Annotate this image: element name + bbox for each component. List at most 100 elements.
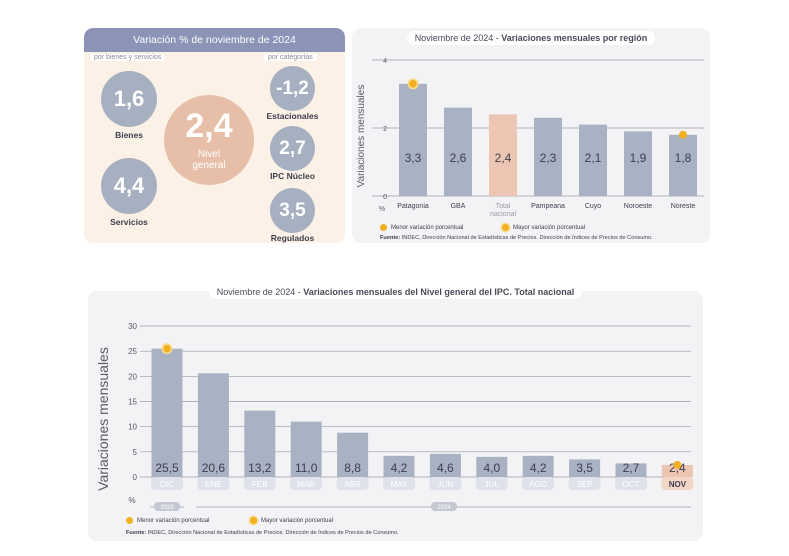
y-tick-label: 15 bbox=[128, 398, 137, 407]
menor-dot-icon bbox=[126, 517, 133, 524]
value-label: 4,2 bbox=[530, 461, 547, 475]
category-label: SEP bbox=[577, 480, 593, 489]
bienes-label: Bienes bbox=[115, 130, 143, 140]
y-tick-label: 30 bbox=[128, 322, 137, 331]
bar bbox=[489, 114, 517, 196]
mayor-ring-icon bbox=[502, 224, 509, 231]
category-label: GBA bbox=[451, 203, 466, 210]
category-pill bbox=[151, 477, 183, 490]
category-pill bbox=[522, 477, 555, 490]
min-marker bbox=[679, 130, 687, 139]
category-pill bbox=[429, 477, 462, 490]
value-label: 4,2 bbox=[391, 461, 408, 475]
y-tick-label: 20 bbox=[128, 372, 137, 381]
category-pill bbox=[661, 477, 694, 490]
bienes-circle: 1,6 bbox=[101, 71, 157, 127]
value-label: 1,9 bbox=[630, 151, 647, 165]
y-tick-label: 2 bbox=[383, 126, 387, 133]
category-pill bbox=[243, 477, 276, 490]
category-pill bbox=[197, 477, 230, 490]
value-label: 20,6 bbox=[202, 461, 226, 475]
bar bbox=[151, 348, 183, 477]
category-label: MAY bbox=[391, 480, 408, 489]
bar bbox=[615, 463, 647, 477]
y-tick-label: 10 bbox=[128, 423, 137, 432]
value-label: 11,0 bbox=[295, 461, 318, 475]
bar bbox=[669, 134, 697, 196]
y-axis-label: Variaciones mensuales bbox=[356, 85, 367, 188]
category-label: Noreste bbox=[671, 203, 696, 210]
regional-chart-panel: Noviembre de 2024 - Variaciones mensuale… bbox=[352, 28, 710, 243]
unit-label: % bbox=[379, 206, 385, 213]
value-label: 1,8 bbox=[675, 151, 692, 165]
value-label: 3,5 bbox=[576, 461, 593, 475]
unit-label: % bbox=[128, 496, 135, 505]
bar bbox=[429, 453, 461, 477]
category-pill bbox=[383, 477, 415, 490]
nucleo-label: IPC Núcleo bbox=[270, 171, 315, 181]
category-label: DIC bbox=[160, 480, 174, 489]
year-label-2024: 2024 bbox=[437, 505, 451, 511]
category-label: MAR bbox=[297, 480, 315, 489]
estacionales-label: Estacionales bbox=[266, 111, 319, 121]
value-label: 2,3 bbox=[540, 151, 557, 165]
nivel-general-label-1: Nivel bbox=[197, 149, 221, 160]
regional-legend-menor: Menor variación porcentual bbox=[380, 224, 463, 231]
bar bbox=[661, 464, 693, 477]
bar bbox=[522, 455, 554, 477]
category-label: OCT bbox=[623, 480, 640, 489]
category-label: ABR bbox=[344, 480, 361, 489]
bar bbox=[399, 83, 427, 196]
category-label: Cuyo bbox=[585, 203, 601, 210]
category-label: Patagonia bbox=[397, 203, 429, 210]
min-marker bbox=[673, 460, 682, 469]
regional-chart-title: Noviembre de 2024 - Variaciones mensuale… bbox=[352, 31, 710, 45]
nivel-general-circle: 2,4 Nivel general bbox=[164, 95, 254, 185]
value-label: 2,6 bbox=[450, 151, 467, 165]
y-tick-label: 25 bbox=[128, 347, 137, 356]
monthly-bar-chart: 0 5 10 15 20 25 30 Variaciones mensuales% 25,5 DI… bbox=[95, 322, 694, 511]
estacionales-circle: -1,2 bbox=[270, 66, 315, 111]
year-pill-2024 bbox=[431, 502, 457, 511]
value-label: 4,6 bbox=[437, 461, 454, 475]
regional-bar-chart: 0 2 4 Variaciones mensuales% 3,3 Patagonia 2,6… bbox=[356, 58, 704, 218]
nivel-general-label-2: general bbox=[192, 160, 226, 171]
category-pill bbox=[568, 477, 601, 490]
nucleo-circle: 2,7 bbox=[270, 126, 315, 171]
category-label: ENE bbox=[205, 480, 221, 489]
value-label: 25,5 bbox=[155, 461, 179, 475]
category-pill bbox=[336, 477, 369, 490]
bar bbox=[383, 455, 415, 477]
year-label-2023: 2023 bbox=[160, 505, 174, 511]
y-tick-label: 0 bbox=[383, 194, 387, 201]
category-pill bbox=[290, 477, 323, 490]
max-marker bbox=[409, 80, 417, 88]
monthly-legend-menor: Menor variación porcentual bbox=[126, 517, 209, 524]
category-label: nacional bbox=[490, 211, 517, 218]
bar bbox=[444, 107, 472, 196]
value-label: 2,7 bbox=[623, 461, 640, 475]
value-label: 3,3 bbox=[405, 151, 422, 165]
value-label: 2,4 bbox=[495, 151, 512, 165]
nivel-general-value: 2,4 bbox=[185, 107, 233, 145]
monthly-legend-mayor: Mayor variación porcentual bbox=[250, 517, 333, 524]
y-tick-label: 0 bbox=[133, 473, 138, 482]
regional-legend-mayor: Mayor variación porcentual bbox=[502, 224, 585, 231]
servicios-circle: 4,4 bbox=[101, 158, 157, 214]
monthly-chart-title: Noviembre de 2024 - Variaciones mensuale… bbox=[88, 285, 703, 299]
category-label: JUL bbox=[485, 480, 500, 489]
category-pill bbox=[475, 477, 508, 490]
category-label: Total bbox=[496, 203, 511, 210]
bar bbox=[579, 124, 607, 196]
category-label: FEB bbox=[252, 480, 268, 489]
servicios-label: Servicios bbox=[110, 217, 148, 227]
bar bbox=[290, 421, 322, 477]
category-pill bbox=[615, 477, 647, 490]
year-pill-2023 bbox=[154, 502, 180, 511]
y-tick-label: 5 bbox=[133, 448, 138, 457]
bar bbox=[197, 373, 229, 477]
mayor-ring-icon bbox=[250, 517, 257, 524]
category-label: JUN bbox=[438, 480, 454, 489]
bar bbox=[337, 432, 369, 477]
regional-fuente: Fuente: INDEC, Dirección Nacional de Est… bbox=[380, 235, 653, 241]
